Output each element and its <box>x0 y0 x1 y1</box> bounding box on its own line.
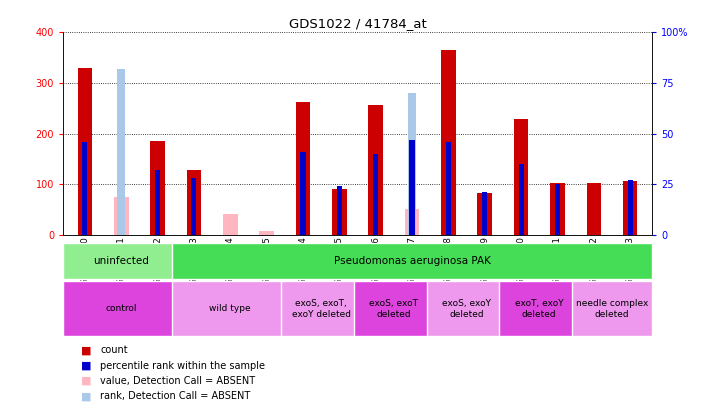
Bar <box>172 243 652 279</box>
Text: ■: ■ <box>81 392 91 401</box>
Bar <box>404 209 419 235</box>
Bar <box>114 197 128 235</box>
Text: genotype/variation: genotype/variation <box>0 404 1 405</box>
Bar <box>550 183 565 235</box>
Text: count: count <box>100 345 128 355</box>
Text: exoS, exoY
deleted: exoS, exoY deleted <box>442 299 491 318</box>
Bar <box>117 69 125 235</box>
Bar <box>78 68 92 235</box>
Bar <box>150 141 165 235</box>
Bar <box>191 178 196 235</box>
Text: wild type: wild type <box>210 304 251 313</box>
Bar <box>373 154 379 235</box>
Text: needle complex
deleted: needle complex deleted <box>576 299 648 318</box>
Bar <box>477 194 492 235</box>
Bar <box>587 183 601 235</box>
Title: GDS1022 / 41784_at: GDS1022 / 41784_at <box>289 17 426 30</box>
Bar <box>172 281 288 336</box>
Bar <box>332 190 346 235</box>
Bar <box>82 142 88 235</box>
Bar <box>354 281 434 336</box>
Text: exoT, exoY
deleted: exoT, exoY deleted <box>515 299 564 318</box>
Text: value, Detection Call = ABSENT: value, Detection Call = ABSENT <box>100 376 255 386</box>
Text: Pseudomonas aeruginosa PAK: Pseudomonas aeruginosa PAK <box>334 256 491 266</box>
Bar <box>186 170 201 235</box>
Text: percentile rank within the sample: percentile rank within the sample <box>100 361 265 371</box>
Text: exoS, exoT,
exoY deleted: exoS, exoT, exoY deleted <box>292 299 350 318</box>
Bar <box>259 231 274 235</box>
Bar <box>301 152 306 235</box>
Text: ■: ■ <box>81 376 91 386</box>
Bar <box>519 164 524 235</box>
Bar <box>446 142 451 235</box>
Bar <box>409 140 414 235</box>
Bar <box>427 281 507 336</box>
Bar <box>627 180 633 235</box>
Text: exoS, exoT
deleted: exoS, exoT deleted <box>369 299 418 318</box>
Bar <box>296 102 311 235</box>
Text: control: control <box>105 304 137 313</box>
Text: ■: ■ <box>81 361 91 371</box>
Bar <box>336 186 342 235</box>
Bar <box>223 214 238 235</box>
Bar <box>572 281 652 336</box>
Bar <box>63 281 179 336</box>
Bar <box>155 170 160 235</box>
Text: ■: ■ <box>81 345 91 355</box>
Bar <box>441 50 456 235</box>
Text: infection: infection <box>0 404 1 405</box>
Bar <box>63 243 179 279</box>
Bar <box>408 93 416 235</box>
Text: uninfected: uninfected <box>93 256 149 266</box>
Bar <box>623 181 637 235</box>
Bar <box>281 281 361 336</box>
Bar <box>555 184 560 235</box>
Text: rank, Detection Call = ABSENT: rank, Detection Call = ABSENT <box>100 392 250 401</box>
Bar <box>482 192 487 235</box>
Bar <box>514 119 529 235</box>
Bar <box>369 105 383 235</box>
Bar <box>499 281 579 336</box>
